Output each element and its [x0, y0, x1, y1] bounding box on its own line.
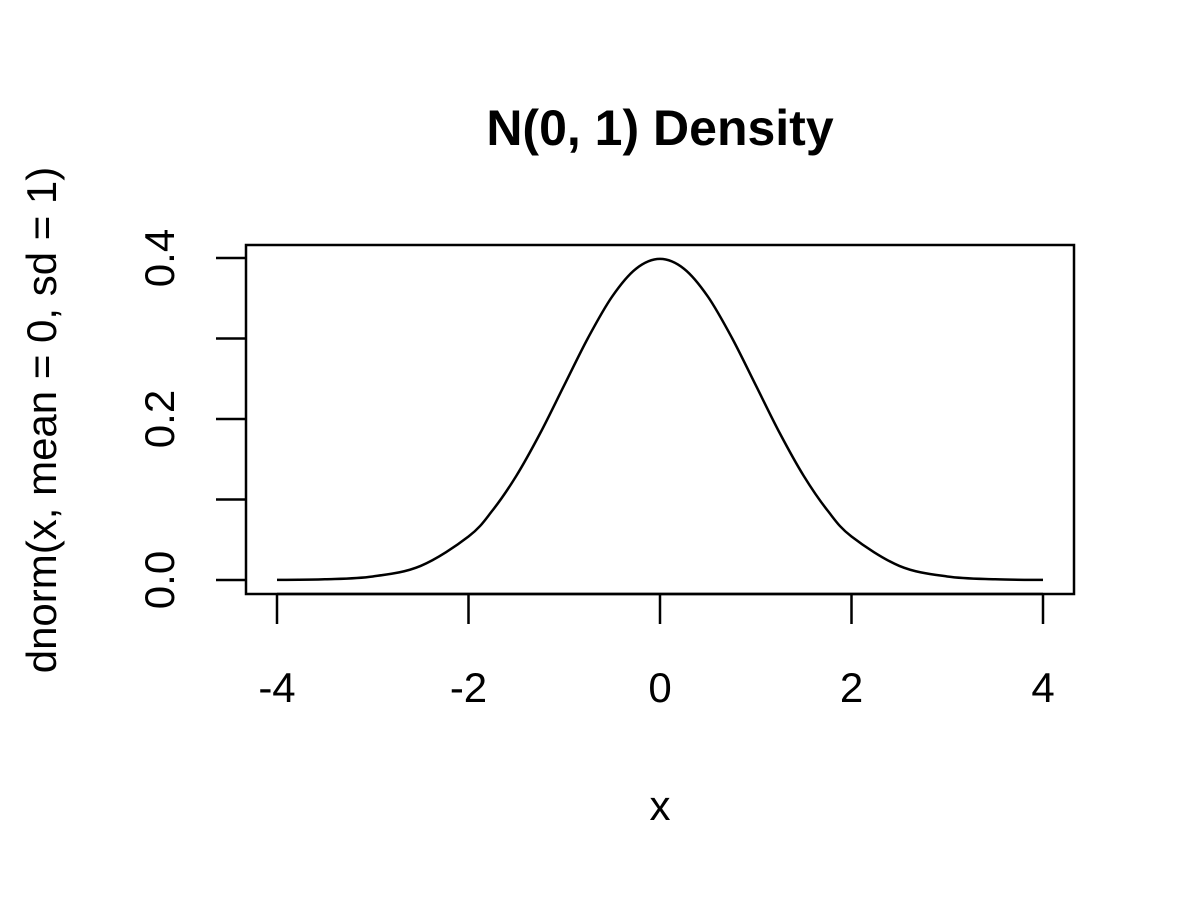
y-axis: 0.0 0.2 0.4	[136, 229, 246, 609]
x-tick-label: 0	[648, 664, 671, 711]
density-curve	[276, 257, 1044, 582]
x-axis: -4 -2 0 2 4	[258, 592, 1055, 711]
x-tick-label: -2	[450, 664, 487, 711]
y-axis-label: dnorm(x, mean = 0, sd = 1)	[18, 167, 65, 674]
x-tick-label: 4	[1031, 664, 1054, 711]
y-tick-label: 0.2	[136, 390, 183, 448]
y-tick-label: 0.4	[136, 229, 183, 287]
plot-area	[244, 243, 1076, 596]
x-axis-label: x	[650, 782, 671, 829]
x-tick-label: 2	[840, 664, 863, 711]
x-tick-label: -4	[258, 664, 295, 711]
chart-title: N(0, 1) Density	[486, 100, 834, 156]
y-tick-label: 0.0	[136, 551, 183, 609]
